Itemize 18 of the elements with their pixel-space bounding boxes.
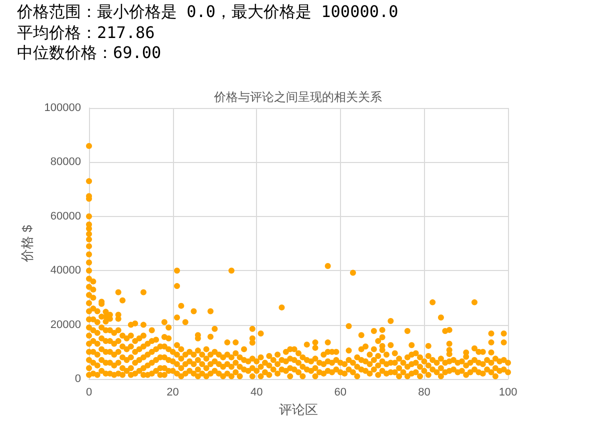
y-tick-label: 0	[74, 373, 81, 385]
x-axis-title: 评论区	[279, 402, 318, 417]
chart-title: 价格与评论之间呈现的相关关系	[213, 90, 382, 104]
x-tick-label: 100	[498, 386, 518, 398]
x-tick-label: 0	[86, 386, 92, 398]
x-tick-label: 60	[334, 386, 347, 398]
text: 平均价格：217.86	[17, 22, 156, 43]
y-tick-label: 80000	[50, 156, 81, 168]
x-tick-label: 80	[418, 386, 430, 398]
x-tick-label: 40	[250, 386, 263, 398]
x-tick-label: 20	[166, 386, 179, 398]
y-tick-label: 100000	[44, 102, 81, 114]
y-tick-label: 20000	[50, 318, 81, 331]
y-tick-label: 40000	[50, 264, 81, 277]
y-axis-title: 价格 $	[19, 224, 34, 263]
text: 中位数价格：69.00	[17, 43, 162, 64]
y-tick-label: 60000	[50, 210, 81, 222]
text: 价格范围：最小价格是 0.0，最大价格是 100000.0	[17, 2, 398, 22]
